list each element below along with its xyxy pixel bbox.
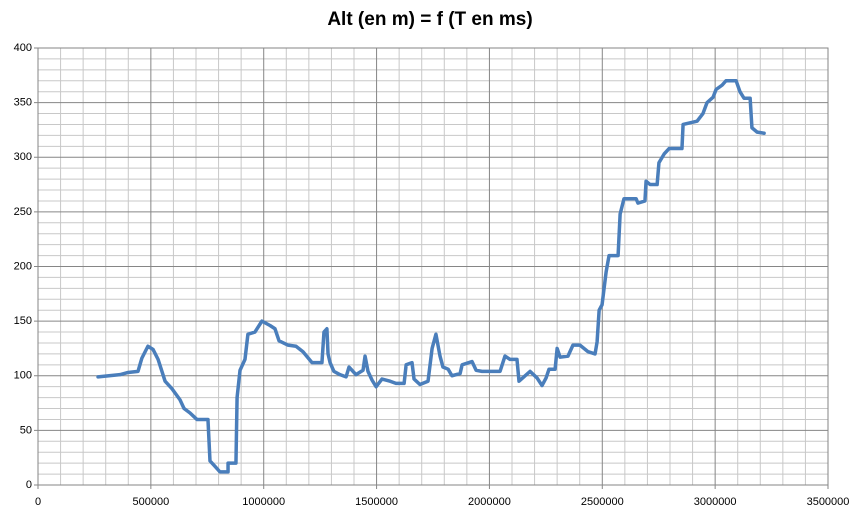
- x-tick-label: 3000000: [694, 496, 737, 508]
- x-tick-label: 2500000: [581, 496, 624, 508]
- y-tick-label: 200: [14, 260, 32, 272]
- x-tick-label: 1000000: [242, 496, 285, 508]
- x-tick-label: 1500000: [355, 496, 398, 508]
- y-tick-label: 350: [14, 97, 32, 109]
- y-tick-label: 300: [14, 151, 32, 163]
- x-tick-label: 2000000: [468, 496, 511, 508]
- x-tick-label: 500000: [132, 496, 169, 508]
- y-tick-label: 0: [26, 479, 32, 491]
- y-tick-label: 100: [14, 370, 32, 382]
- y-tick-label: 50: [20, 424, 32, 436]
- y-tick-label: 400: [14, 42, 32, 54]
- x-tick-label: 0: [35, 496, 41, 508]
- data-line: [96, 79, 766, 474]
- y-tick-label: 250: [14, 206, 32, 218]
- y-tick-label: 150: [14, 315, 32, 327]
- plot-border: [37, 47, 829, 486]
- x-tick-label: 3500000: [807, 496, 850, 508]
- chart-title: Alt (en m) = f (T en ms): [327, 9, 532, 30]
